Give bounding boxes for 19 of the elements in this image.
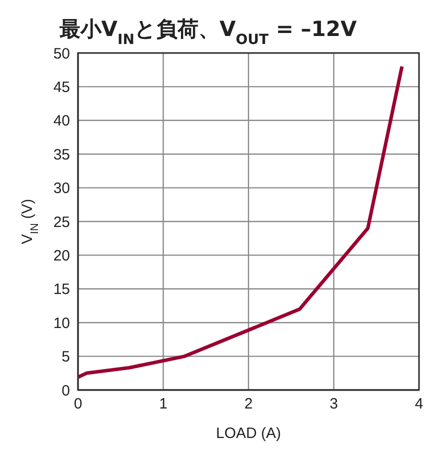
y-tick-label: 35 — [53, 146, 70, 164]
y-tick-label: 25 — [53, 214, 70, 231]
y-tick-label: 0 — [62, 382, 70, 400]
y-tick-label: 5 — [62, 348, 70, 366]
x-tick-label: 4 — [414, 396, 424, 413]
x-tick-label: 3 — [330, 396, 338, 413]
x-tick-label: 0 — [74, 396, 82, 413]
y-tick-label: 20 — [53, 248, 70, 265]
chart-title: 最小V$_{IN}$と負荷、V$_{OUT}$ = –12V — [58, 17, 358, 48]
y-tick-label: 45 — [53, 79, 70, 96]
y-tick-label: 15 — [53, 281, 70, 298]
x-tick-label: 2 — [244, 396, 253, 413]
y-tick-label: 10 — [53, 314, 70, 332]
y-tick-label: 40 — [53, 112, 70, 130]
x-tick-label: 1 — [159, 396, 168, 413]
line-series — [78, 64, 404, 379]
x-axis-title: LOAD (A) — [216, 425, 282, 442]
y-tick-label: 50 — [53, 45, 70, 62]
y-tick-label: 30 — [53, 180, 70, 198]
